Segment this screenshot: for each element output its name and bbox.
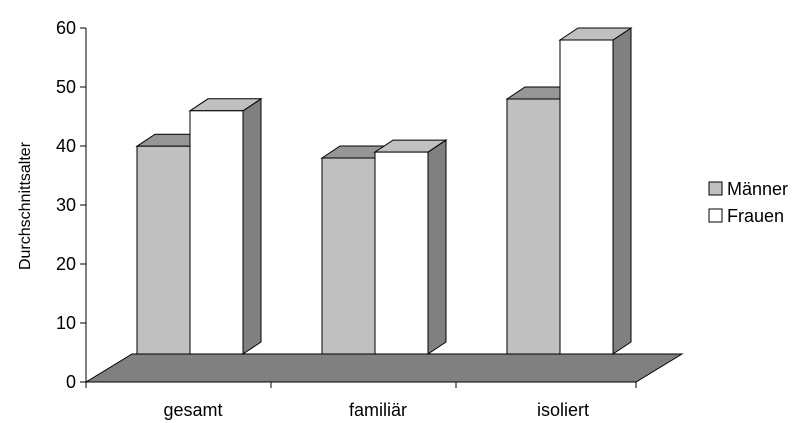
y-tick-label: 0 — [66, 372, 76, 392]
legend-label: Männer — [727, 179, 788, 199]
bar-front — [506, 98, 561, 355]
bar-front — [374, 151, 429, 355]
y-tick-label: 40 — [56, 136, 76, 156]
bar-frauen-1 — [373, 139, 448, 355]
bar-frauen-2 — [558, 27, 633, 355]
x-category-label: familiär — [349, 400, 407, 420]
bar-front — [189, 110, 244, 355]
chart-floor — [84, 353, 684, 383]
y-tick-label: 50 — [56, 77, 76, 97]
bar-side — [242, 97, 262, 355]
legend: Männer Frauen — [708, 179, 788, 226]
bar-front — [321, 157, 376, 355]
legend-label: Frauen — [727, 206, 784, 226]
bar-frauen-0 — [188, 97, 263, 355]
y-tick-label: 20 — [56, 254, 76, 274]
bar-side — [612, 27, 632, 355]
x-category-label: gesamt — [163, 400, 222, 420]
legend-swatch-frauen — [708, 208, 723, 223]
bar-front — [136, 145, 191, 355]
y-tick-label: 60 — [56, 18, 76, 38]
legend-swatch-männer — [708, 181, 723, 196]
y-tick-label: 10 — [56, 313, 76, 333]
y-axis-title: Durchschnittsalter — [17, 141, 34, 270]
y-tick-label: 30 — [56, 195, 76, 215]
x-category-label: isoliert — [537, 400, 589, 420]
bar-front — [559, 39, 614, 355]
bar-side — [427, 139, 447, 355]
